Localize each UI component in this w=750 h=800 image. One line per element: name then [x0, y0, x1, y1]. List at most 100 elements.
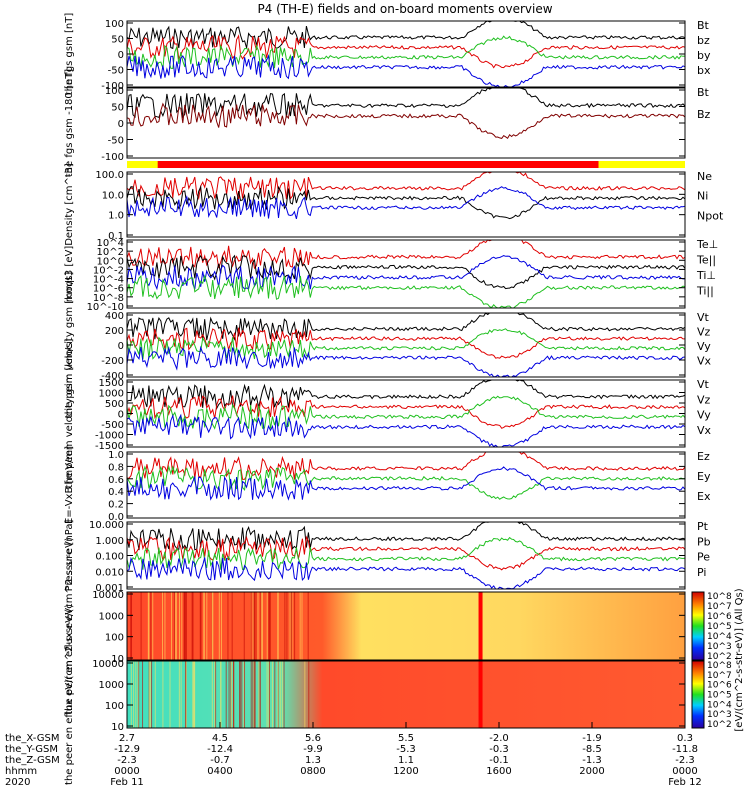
series-line-Vx — [126, 413, 686, 448]
x-tick-label: 1600 — [486, 766, 511, 777]
legend-entry: bx — [697, 64, 711, 77]
legend-entry: Pb — [697, 535, 711, 548]
legend-entry: Vt — [697, 311, 710, 324]
x-tick-label: -12.9 — [114, 744, 140, 755]
x-tick-label: 0800 — [300, 766, 325, 777]
y-tick-label: 10^-2 — [93, 265, 124, 276]
spectrogram-8 — [127, 592, 685, 660]
legend-entry: Npot — [697, 209, 724, 222]
panel-frame-8 — [126, 591, 686, 661]
series-line-Pi — [126, 556, 686, 590]
y-tick-label: 0.6 — [108, 475, 124, 486]
legend-entry: Te|| — [696, 254, 716, 267]
y-tick-label: 10 — [111, 722, 124, 733]
y-tick-label: 100 — [105, 86, 124, 97]
y-tick-label: 0.8 — [108, 462, 124, 473]
y-axis-label: E=-VxB [mV/m] — [64, 446, 75, 524]
y-tick-label: 1.0 — [108, 211, 124, 222]
y-tick-label: 0 — [118, 50, 124, 61]
legend-entry: Pe — [697, 551, 710, 564]
legend-entry: bz — [697, 34, 710, 47]
legend-entry: Vx — [697, 424, 712, 437]
series-line-Npot — [126, 186, 686, 220]
x-tick-label: -2.3 — [117, 755, 137, 766]
colorbar-tick-label: 10^2 — [707, 652, 732, 662]
colorbar-tick-label: 10^3 — [707, 642, 732, 652]
y-tick-label: 10^-8 — [93, 293, 124, 304]
colorbar-0 — [691, 591, 705, 661]
x-tick-label: -9.9 — [303, 744, 323, 755]
y-tick-label: -1000 — [95, 431, 124, 442]
legend-entry: Vz — [697, 326, 711, 339]
x-tick-label: -2.0 — [489, 733, 509, 744]
y-tick-label: 0.100 — [95, 552, 124, 563]
y-tick-label: 0 — [118, 119, 124, 130]
series-line-Bt — [126, 20, 686, 50]
y-tick-label: 0.001 — [95, 583, 124, 594]
x-row-label: the_Z-GSM — [5, 755, 60, 766]
x-row-label: hhmm — [5, 766, 37, 777]
y-tick-label: 100 — [105, 19, 124, 30]
y-tick-label: 10^2 — [97, 247, 124, 258]
series-line-Vt — [126, 312, 686, 341]
legend-entry: Pi — [697, 566, 706, 579]
y-tick-label: -100 — [101, 152, 124, 163]
colorbar-tick-label: 10^5 — [707, 622, 732, 632]
y-tick-label: 0.0 — [108, 512, 124, 523]
legend-entry: Bt — [697, 19, 710, 32]
y-tick-label: 500 — [105, 399, 124, 410]
colorbar-label: [eV/(cm^2-s-str-eV)] (All Qs) — [734, 588, 745, 731]
x-tick-label: 0.3 — [677, 733, 693, 744]
y-tick-label: 10^-6 — [93, 284, 124, 295]
series-line-Pt — [126, 521, 686, 551]
legend-entry: Pt — [697, 520, 709, 533]
series-line-bx — [126, 53, 686, 88]
colorbar-tick-label: 10^4 — [707, 632, 732, 642]
y-tick-label: -50 — [108, 136, 124, 147]
y-axis-label: the peir en eflux eV/(cm^2-s-sr-eV) — [64, 537, 75, 715]
y-tick-label: 0 — [118, 341, 124, 352]
panel-frame-1 — [126, 87, 686, 159]
colorbar-tick-label: 10^6 — [707, 612, 732, 622]
y-tick-label: 50 — [111, 103, 124, 114]
x-tick-label: -1.9 — [582, 733, 602, 744]
series-line-Te⊥ — [126, 239, 686, 270]
y-axis-label: the peim velocity gsm [km/s] — [64, 272, 75, 419]
panel-frame-6 — [126, 451, 686, 519]
series-line-Pe — [126, 536, 686, 571]
y-axis-label: moqt3 [eV] — [64, 246, 75, 303]
legend-entry: Ey — [697, 470, 711, 483]
y-tick-label: 1000 — [99, 680, 124, 691]
y-tick-label: 10^4 — [97, 238, 124, 249]
colorbar-tick-label: 10^3 — [707, 710, 732, 720]
y-tick-label: 0.010 — [95, 567, 124, 578]
y-tick-label: 1.0 — [108, 450, 124, 461]
y-tick-label: 10^-4 — [93, 275, 124, 286]
spectrogram-feature — [478, 592, 483, 660]
y-tick-label: -400 — [101, 371, 124, 382]
y-axis-label: Density [cm^-3] — [64, 163, 75, 246]
y-tick-label: 10.0 — [102, 190, 124, 201]
series-line-Ez — [126, 451, 686, 480]
colorbar-tick-label: 10^7 — [707, 671, 732, 681]
x-tick-label: -11.8 — [672, 744, 698, 755]
y-tick-label: 0 — [118, 410, 124, 421]
x-tick-label: 5.6 — [305, 733, 321, 744]
y-tick-label: 0.2 — [108, 500, 124, 511]
chart-title: P4 (TH-E) fields and on-board moments ov… — [257, 2, 552, 16]
x-tick-label: 0000 — [114, 766, 139, 777]
x-tick-label: 4.5 — [212, 733, 228, 744]
legend-entry: Ex — [697, 490, 711, 503]
x-row-label: the_X-GSM — [5, 733, 59, 744]
series-line-by — [126, 35, 686, 70]
colorbars-group: 10^810^710^610^510^410^310^210^810^710^6… — [691, 588, 745, 732]
series-line-Ti⊥ — [126, 255, 685, 291]
legend-entry: Bt — [697, 86, 710, 99]
x-tick-label: -0.7 — [210, 755, 230, 766]
y-tick-label: 10^-10 — [87, 302, 124, 313]
y-tick-label: -100 — [101, 81, 124, 92]
x-row-label: the_Y-GSM — [5, 744, 58, 755]
x-tick-label: -1.3 — [582, 755, 602, 766]
series-line-Vz — [126, 327, 685, 359]
series-line-Vy — [126, 395, 686, 430]
